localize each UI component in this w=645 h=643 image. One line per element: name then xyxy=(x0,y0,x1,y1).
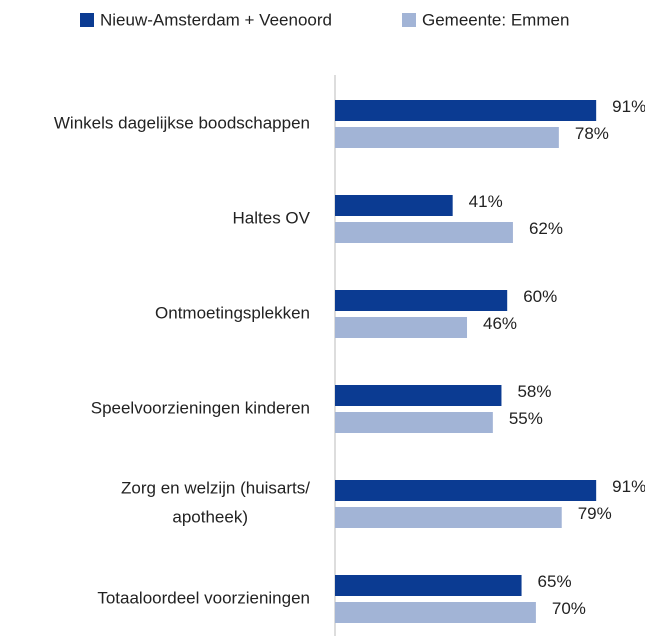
legend-label: Gemeente: Emmen xyxy=(422,10,569,29)
data-label: 46% xyxy=(483,314,517,333)
data-label: 70% xyxy=(552,599,586,618)
category-label: Haltes OV xyxy=(233,208,311,227)
data-label: 91% xyxy=(612,477,645,496)
category-label: Totaaloordeel voorzieningen xyxy=(97,588,310,607)
data-label: 62% xyxy=(529,219,563,238)
bar xyxy=(335,575,522,596)
bar xyxy=(335,480,597,501)
category-label: Zorg en welzijn (huisarts/apotheek) xyxy=(121,479,310,527)
data-label: 91% xyxy=(612,97,645,116)
legend-swatch xyxy=(402,13,416,27)
category-label: Ontmoetingsplekken xyxy=(155,303,310,322)
bar xyxy=(335,127,559,148)
bar xyxy=(335,290,508,311)
bar xyxy=(335,602,536,623)
category-label: Winkels dagelijkse boodschappen xyxy=(54,113,310,132)
bar xyxy=(335,317,468,338)
data-label: 65% xyxy=(538,572,572,591)
legend-swatch xyxy=(80,13,94,27)
data-label: 60% xyxy=(523,287,557,306)
data-label: 41% xyxy=(469,192,503,211)
data-label: 79% xyxy=(578,504,612,523)
bar xyxy=(335,507,562,528)
legend-label: Nieuw-Amsterdam + Veenoord xyxy=(100,10,332,29)
data-label: 58% xyxy=(517,382,551,401)
bar xyxy=(335,412,493,433)
category-label: Speelvoorzieningen kinderen xyxy=(91,398,310,417)
data-label: 78% xyxy=(575,124,609,143)
bar xyxy=(335,100,597,121)
bar xyxy=(335,385,502,406)
bar xyxy=(335,222,513,243)
data-label: 55% xyxy=(509,409,543,428)
bar xyxy=(335,195,453,216)
